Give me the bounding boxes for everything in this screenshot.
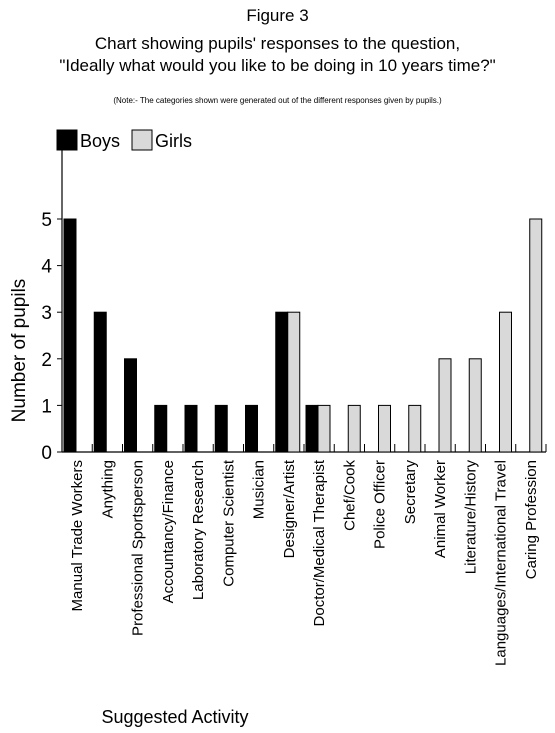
bar-girls (378, 404, 391, 453)
legend-label-boys: Boys (80, 131, 120, 151)
bar-boys (124, 358, 137, 453)
y-tick-label: 4 (41, 257, 52, 278)
x-tick-label: Chef/Cook (341, 460, 358, 531)
bar-boys (184, 404, 198, 453)
x-tick-label: Computer Scientist (220, 459, 237, 587)
x-tick-label: Laboratory Research (190, 460, 207, 600)
bar-girls (317, 404, 331, 453)
y-tick-label: 3 (41, 303, 52, 324)
y-tick-label: 0 (41, 443, 52, 464)
bar-boys (275, 311, 289, 453)
x-tick-label: Anything (99, 460, 116, 518)
bar-girls (529, 218, 543, 453)
x-tick-label: Doctor/Medical Therapist (311, 459, 328, 626)
bar-boys (63, 218, 77, 453)
figure-label: Figure 3 (246, 6, 309, 25)
bar-boys (154, 404, 168, 453)
x-tick-label: Professional Sportsperson (130, 460, 147, 636)
x-tick-label: Accountancy/Finance (160, 460, 177, 603)
x-tick-label: Police Officer (372, 460, 389, 549)
y-tick-label: 1 (41, 396, 52, 417)
bar-girls (347, 404, 361, 453)
x-tick-label: Languages/International Travel (493, 460, 510, 666)
bar-girls (287, 311, 301, 453)
x-tick-label: Literature/History (462, 460, 479, 575)
bar-boys (93, 311, 107, 453)
x-tick-label: Designer/Artist (281, 459, 298, 558)
y-tick-label: 2 (41, 350, 52, 371)
legend-label-girls: Girls (155, 131, 192, 151)
bar-girls (499, 311, 512, 453)
legend-swatch-boys (56, 129, 78, 151)
bar-girls (408, 404, 422, 453)
x-tick-label: Manual Trade Workers (69, 460, 86, 611)
x-tick-label: Musician (251, 460, 268, 519)
x-tick-label: Secretary (402, 460, 419, 525)
chart-title: Chart showing pupils' responses to the q… (94, 34, 461, 53)
bar-boys (305, 404, 319, 453)
chart-subtitle: "Ideally what would you like to be doing… (59, 56, 496, 75)
y-axis-label: Number of pupils (9, 279, 30, 423)
bar-girls (468, 358, 482, 453)
bar-boys (214, 404, 228, 453)
y-tick-label: 5 (41, 210, 52, 231)
chart-note: (Note:- The categories shown were genera… (113, 96, 442, 105)
x-tick-label: Caring Profession (523, 460, 540, 579)
x-tick-label: Animal Worker (432, 460, 449, 558)
bar-girls (438, 358, 452, 453)
bar-boys (245, 404, 258, 453)
legend-swatch-girls (131, 129, 153, 151)
x-axis-label: Suggested Activity (101, 707, 248, 727)
